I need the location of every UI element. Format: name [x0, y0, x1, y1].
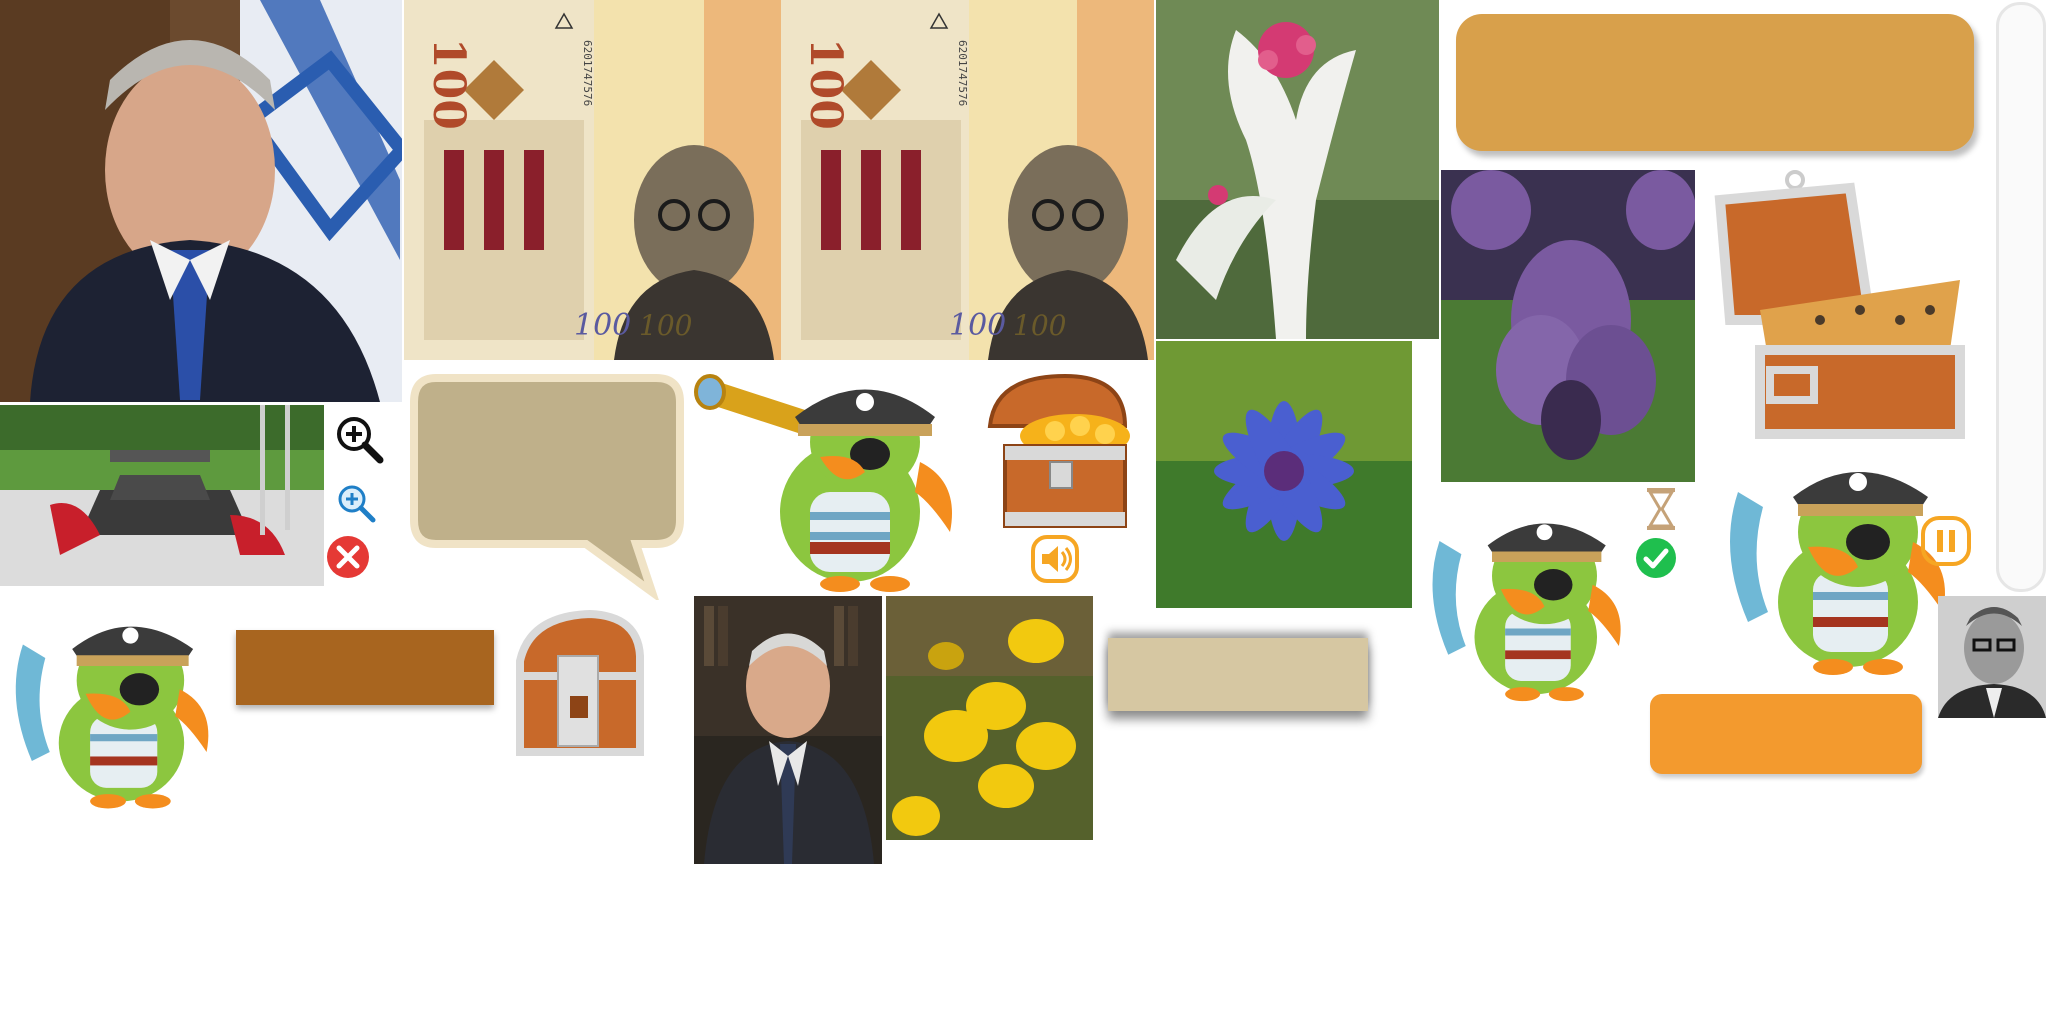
memorial-tomb-photo	[0, 405, 324, 586]
zoom-in-small-icon[interactable]	[336, 483, 376, 523]
pirate-parrot-sword-right	[1718, 452, 1958, 676]
treasure-chest-gold	[975, 366, 1135, 532]
treasure-chest-closed	[510, 606, 648, 760]
cornflower-photo	[1156, 341, 1412, 608]
pirate-parrot-sword-left	[5, 595, 220, 823]
panel-tan	[1108, 638, 1368, 711]
portrait-photo-politician	[694, 596, 882, 864]
portrait-photo-grayscale	[1938, 596, 2046, 718]
yellow-broom-flower-photo	[886, 596, 1093, 840]
pirate-parrot-telescope	[690, 362, 970, 594]
banknote-denomination-2: 100	[800, 38, 851, 130]
speech-bubble	[406, 370, 688, 600]
panel-brown	[236, 630, 494, 705]
speaker-icon[interactable]	[1030, 534, 1080, 584]
panel-bright-orange	[1650, 694, 1922, 774]
banknote-denomination-small-2b: 100	[1013, 309, 1066, 342]
pirate-parrot-sword-middle	[1422, 490, 1632, 718]
panel-orange-wide	[1456, 14, 1974, 151]
banknote-serial-1: 6201747576	[581, 40, 594, 106]
close-icon[interactable]	[325, 534, 371, 580]
banknote-denomination-small-1b: 100	[639, 309, 692, 342]
zoom-in-icon[interactable]	[334, 414, 384, 464]
scrollbar-track[interactable]	[1996, 2, 2046, 592]
iris-flower-photo	[1441, 170, 1695, 482]
portrait-photo-statesman	[0, 0, 402, 402]
banknote-100-shekel-1: 100 100 100 6201747576	[404, 0, 781, 360]
banknote-serial-2: 6201747576	[956, 40, 969, 106]
banknote-denomination-1: 100	[423, 38, 474, 130]
banknote-100-shekel-2: 100 100 100 6201747576	[781, 0, 1154, 360]
treasure-chest-open	[1700, 170, 1970, 442]
pause-icon[interactable]	[1920, 515, 1972, 567]
hourglass-icon[interactable]	[1644, 486, 1678, 532]
banknote-denomination-small-2: 100	[949, 308, 1006, 343]
banknote-denomination-small-1: 100	[574, 308, 631, 343]
check-icon[interactable]	[1634, 536, 1678, 580]
white-flower-photo	[1156, 0, 1439, 339]
